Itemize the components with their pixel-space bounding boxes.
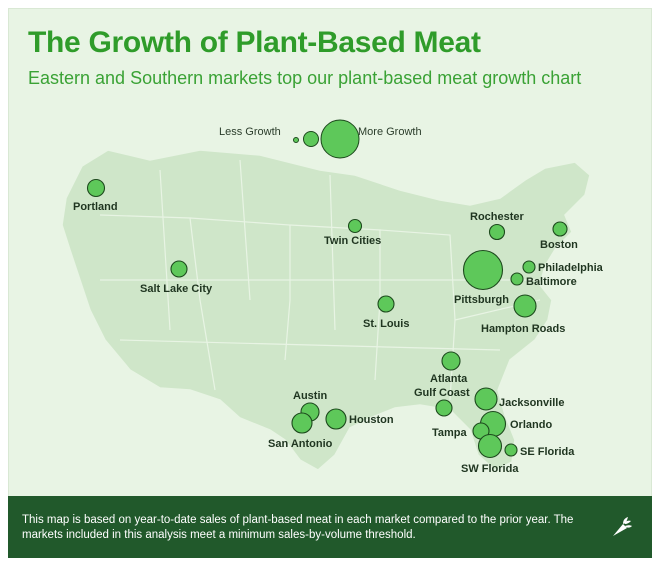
label-houston: Houston [349,414,394,426]
legend-bubble-small [293,137,299,143]
legend-bubble-large [320,119,360,159]
bubble-salt-lake-city [170,260,188,278]
page-title: The Growth of Plant-Based Meat [28,26,481,59]
label-hampton-roads: Hampton Roads [481,323,565,335]
bubble-hampton-roads [513,294,537,318]
label-gulf-coast: Gulf Coast [414,387,470,399]
bubble-st-louis [377,295,395,313]
legend-low-label: Less Growth [219,126,281,138]
label-philadelphia: Philadelphia [538,262,604,274]
label-twin-cities: Twin Cities [324,235,381,247]
label-baltimore: Baltimore [526,276,577,288]
label-sw-florida: SW Florida [461,463,519,475]
market-bubbles [86,178,568,459]
legend-bubbles [293,119,360,159]
bubble-jacksonville [474,387,498,411]
label-se-florida: SE Florida [520,446,575,458]
bubble-se-florida [504,443,518,457]
bubble-sw-florida [477,433,503,459]
bubble-twin-cities [347,218,363,234]
label-salt-lake-city: Salt Lake City [140,283,213,295]
label-san-antonio: San Antonio [268,438,333,450]
bubble-philadelphia [522,260,536,274]
bubble-gulf-coast [435,399,453,417]
page-subtitle: Eastern and Southern markets top our pla… [28,68,582,88]
label-portland: Portland [73,201,118,213]
legend-high-label: More Growth [358,126,422,138]
label-jacksonville: Jacksonville [499,397,564,409]
bubble-rochester [488,223,506,241]
bubble-portland [86,178,106,198]
label-st-louis: St. Louis [363,318,409,330]
label-atlanta: Atlanta [430,373,468,385]
bubble-pittsburgh [462,249,504,291]
label-boston: Boston [540,239,578,251]
footer-banner: This map is based on year-to-date sales … [8,496,652,558]
label-orlando: Orlando [510,419,552,431]
bubble-baltimore [510,272,524,286]
legend-bubble-medium [303,131,319,147]
label-rochester: Rochester [470,211,525,223]
bubble-atlanta [441,351,461,371]
bubble-houston [325,408,347,430]
bubble-boston [552,221,568,237]
label-austin: Austin [293,390,328,402]
label-tampa: Tampa [432,427,468,439]
label-pittsburgh: Pittsburgh [454,294,509,306]
us-land [61,149,591,471]
bubble-san-antonio [291,412,313,434]
footer-note: This map is based on year-to-date sales … [22,514,574,541]
carrot-logo-icon [613,517,632,536]
